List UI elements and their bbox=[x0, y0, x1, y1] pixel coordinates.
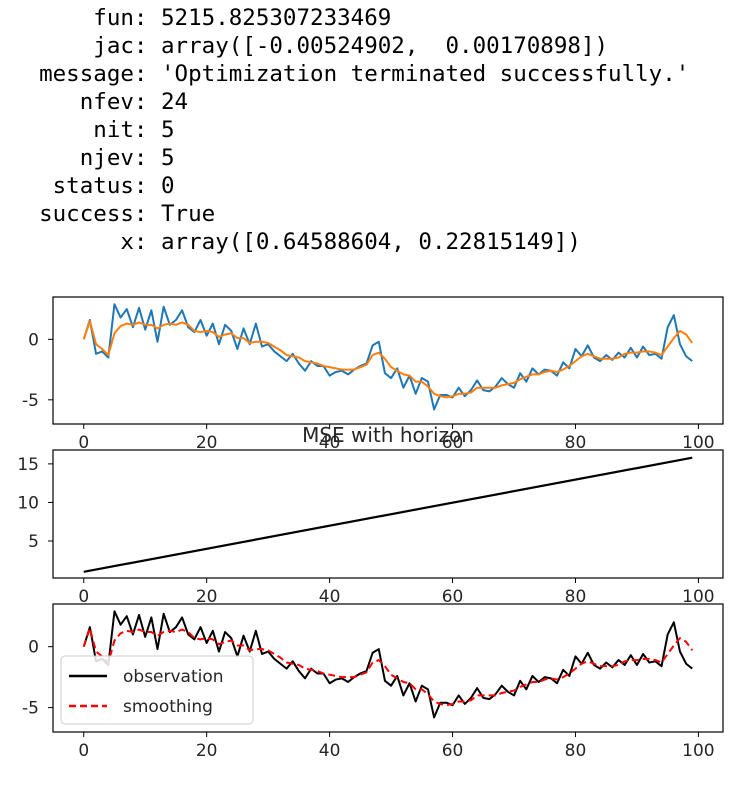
output-line: message: 'Optimization terminated succes… bbox=[12, 61, 690, 87]
x-tick-label: 40 bbox=[319, 433, 341, 453]
x-tick-label: 40 bbox=[319, 587, 341, 607]
plot-frame bbox=[52, 603, 724, 733]
x-tick-label: 80 bbox=[565, 741, 587, 761]
x-tick-label: 80 bbox=[565, 587, 587, 607]
output-key: jac bbox=[12, 33, 134, 59]
output-key: njev bbox=[12, 145, 134, 171]
output-line: status: 0 bbox=[12, 173, 175, 199]
output-line: success: True bbox=[12, 201, 216, 227]
x-tick-label: 20 bbox=[196, 433, 218, 453]
plot-frame bbox=[52, 449, 724, 579]
x-tick-label: 60 bbox=[442, 433, 464, 453]
y-tick-label: -5 bbox=[22, 391, 39, 411]
output-key: nfev bbox=[12, 89, 134, 115]
series-line-1 bbox=[82, 320, 694, 399]
output-value: 'Optimization terminated successfully.' bbox=[161, 61, 690, 87]
x-tick-label: 100 bbox=[682, 587, 714, 607]
output-line: njev: 5 bbox=[12, 145, 175, 171]
x-tick-label: 80 bbox=[565, 433, 587, 453]
output-value: True bbox=[161, 201, 216, 227]
chart-panel-top: 0 20 40 60 80 100 0 -5 bbox=[22, 296, 724, 453]
output-line: fun: 5215.825307233469 bbox=[12, 5, 392, 31]
chart-title: MSE with horizon bbox=[302, 423, 474, 447]
legend: observation smoothing bbox=[60, 655, 254, 725]
y-tick-label: -5 bbox=[22, 699, 39, 719]
x-tick-label: 0 bbox=[78, 741, 89, 761]
output-key: message bbox=[12, 61, 134, 87]
legend-label-observation: observation bbox=[123, 667, 224, 687]
optimization-result-output: fun: 5215.825307233469 jac: array([-0.00… bbox=[12, 4, 689, 256]
series-line-smoothing bbox=[82, 627, 694, 707]
series-line-observation bbox=[82, 610, 693, 719]
output-value: 5 bbox=[161, 145, 175, 171]
output-value: array([-0.00524902, 0.00170898]) bbox=[161, 33, 609, 59]
y-tick-label: 5 bbox=[28, 532, 39, 552]
output-value: 5 bbox=[161, 117, 175, 143]
x-tick-label: 20 bbox=[196, 587, 218, 607]
output-key: fun bbox=[12, 5, 134, 31]
x-tick-label: 20 bbox=[196, 741, 218, 761]
series-line-0 bbox=[82, 303, 693, 411]
x-tick-label: 60 bbox=[442, 587, 464, 607]
output-key: nit bbox=[12, 117, 134, 143]
output-key: status bbox=[12, 173, 134, 199]
series-line-0 bbox=[83, 456, 693, 573]
output-line: nfev: 24 bbox=[12, 89, 189, 115]
output-value: array([0.64588604, 0.22815149]) bbox=[161, 229, 581, 255]
x-tick-label: 60 bbox=[442, 741, 464, 761]
y-tick-label: 15 bbox=[17, 455, 39, 475]
output-key: success bbox=[12, 201, 134, 227]
legend-label-smoothing: smoothing bbox=[123, 697, 213, 717]
output-line: nit: 5 bbox=[12, 117, 175, 143]
y-tick-label: 0 bbox=[28, 330, 39, 350]
chart-panel-bottom: 0 20 40 60 80 100 0 -5 observation smoothing bbox=[22, 603, 724, 761]
x-tick-label: 40 bbox=[319, 741, 341, 761]
output-value: 5215.825307233469 bbox=[161, 5, 392, 31]
output-value: 0 bbox=[161, 173, 175, 199]
output-line: jac: array([-0.00524902, 0.00170898]) bbox=[12, 33, 609, 59]
y-tick-label: 0 bbox=[28, 638, 39, 658]
plot-frame bbox=[52, 296, 724, 425]
x-tick-label: 0 bbox=[78, 587, 89, 607]
output-key: x bbox=[12, 229, 134, 255]
x-tick-label: 100 bbox=[682, 741, 714, 761]
x-tick-label: 0 bbox=[78, 433, 89, 453]
chart-panel-middle: 0 20 40 60 80 100 5 10 15 MSE with horizon bbox=[17, 423, 724, 607]
x-tick-label: 100 bbox=[682, 433, 714, 453]
y-tick-label: 10 bbox=[17, 493, 39, 513]
output-line: x: array([0.64588604, 0.22815149]) bbox=[12, 229, 581, 255]
output-value: 24 bbox=[161, 89, 189, 115]
legend-box bbox=[60, 655, 254, 725]
